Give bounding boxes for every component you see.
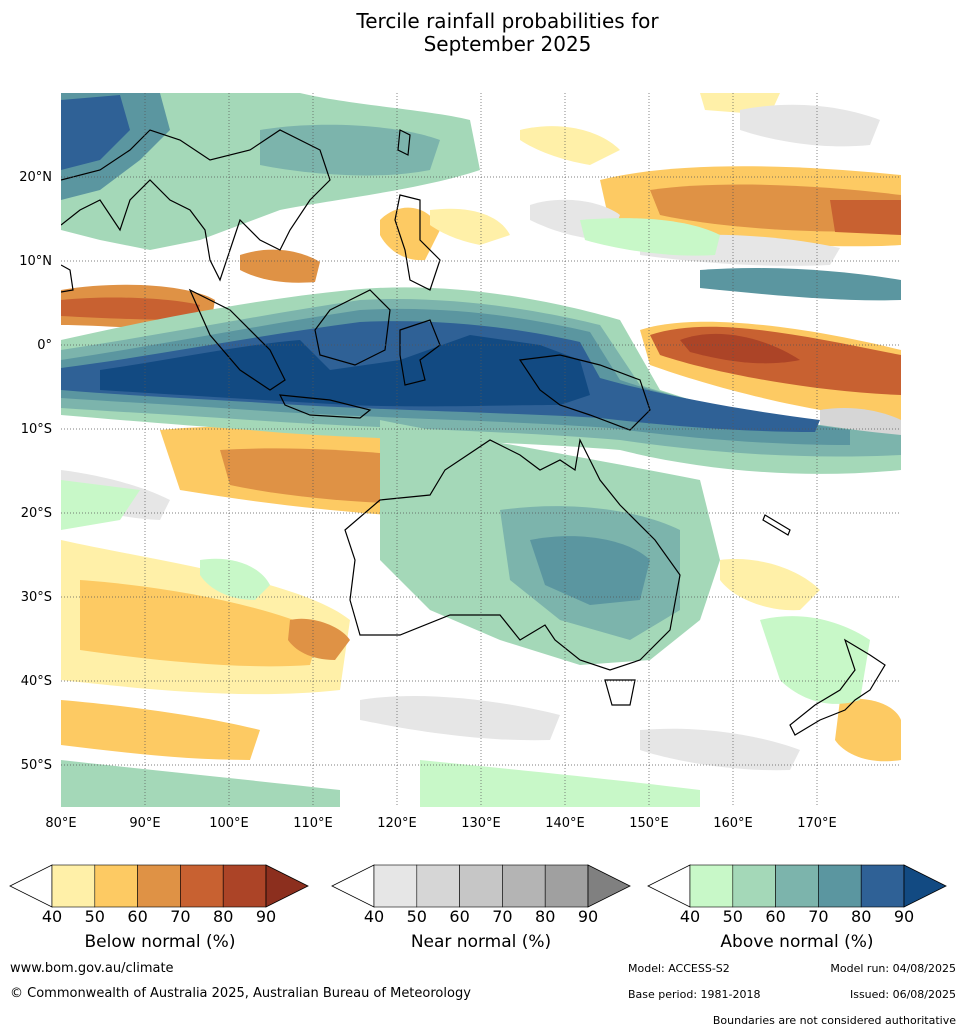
above-colorbar-segment (732, 864, 776, 908)
sumatra-outline (188, 288, 286, 391)
below-colorbar-segment (51, 864, 96, 908)
lon-label: 110°E (293, 816, 333, 831)
near-colorbar-segment (416, 864, 460, 908)
title-line-2: September 2025 (423, 32, 592, 56)
copyright-text: © Commonwealth of Australia 2025, Austra… (10, 986, 471, 1001)
above-colorbar-segment (775, 864, 819, 908)
gridlines (61, 93, 901, 807)
above-colorbar-tick: 40 (680, 907, 700, 926)
lon-label: 90°E (129, 816, 160, 831)
near-colorbar-tick: 70 (492, 907, 512, 926)
map-title: Tercile rainfall probabilities for Septe… (0, 10, 965, 56)
new-guinea-outline (518, 354, 651, 431)
near-colorbar-segment (459, 864, 503, 908)
near-colorbar-segment (373, 864, 418, 908)
java-outline (278, 394, 372, 419)
base-period-text: Base period: 1981-2018 (628, 988, 761, 1001)
lon-label: 100°E (209, 816, 249, 831)
lon-label: 140°E (545, 816, 585, 831)
lat-label: 40°S (21, 674, 52, 689)
above-colorbar-tick: 60 (765, 907, 785, 926)
below-colorbar-lower-tip (9, 864, 53, 908)
below-colorbar-tick: 60 (127, 907, 147, 926)
lon-label: 130°E (461, 816, 501, 831)
near-colorbar-tick: 90 (578, 907, 598, 926)
near-colorbar: 40 50 60 70 80 90 (331, 864, 631, 926)
coastlines (61, 129, 886, 736)
below-colorbar-upper-tip (265, 864, 309, 908)
near-colorbar-upper-tip (587, 864, 631, 908)
near-colorbar-tick: 80 (535, 907, 555, 926)
website-text: www.bom.gov.au/climate (10, 961, 174, 976)
tasmania-outline (604, 679, 636, 706)
colorbars: 40 50 60 70 80 90 40 50 60 70 80 90 40 50 60 70 80 90 (9, 864, 947, 926)
lat-label: 20°S (21, 506, 52, 521)
below-colorbar-tick: 40 (42, 907, 62, 926)
australia-outline (344, 438, 681, 671)
lon-label: 150°E (629, 816, 669, 831)
lat-label: 30°S (21, 590, 52, 605)
model-text: Model: ACCESS-S2 (628, 962, 730, 975)
model-run-text: Model run: 04/08/2025 (830, 962, 956, 975)
latitude-labels: 20°N 10°N 0° 10°S 20°S 30°S 40°S 50°S (19, 170, 52, 773)
below-colorbar-segment (94, 864, 138, 908)
lat-label: 0° (37, 338, 52, 353)
philippines-outline (394, 194, 441, 291)
above-colorbar: 40 50 60 70 80 90 (647, 864, 947, 926)
above-colorbar-segment (818, 864, 862, 908)
below-colorbar-segment (180, 864, 224, 908)
below-colorbar-segment (137, 864, 181, 908)
above-colorbar-segment (689, 864, 734, 908)
issued-text: Issued: 06/08/2025 (849, 988, 956, 1001)
lon-label: 80°E (45, 816, 76, 831)
near-colorbar-tick: 50 (407, 907, 427, 926)
lat-label: 10°N (19, 254, 52, 269)
asia-mainland-outline (61, 129, 331, 282)
lat-label: 10°S (21, 422, 52, 437)
above-colorbar-tick: 70 (808, 907, 828, 926)
lon-label: 160°E (713, 816, 753, 831)
near-normal-label: Near normal (%) (410, 932, 552, 952)
lat-label: 50°S (21, 758, 52, 773)
below-colorbar: 40 50 60 70 80 90 (9, 864, 309, 926)
below-normal-label: Below normal (%) (84, 932, 236, 952)
sri-lanka-outline (61, 264, 74, 293)
below-colorbar-segment (222, 864, 267, 908)
above-colorbar-tick: 80 (851, 907, 871, 926)
above-colorbar-upper-tip (903, 864, 947, 908)
longitude-labels: 80°E 90°E 100°E 110°E 120°E 130°E 140°E … (45, 816, 836, 831)
below-colorbar-tick: 70 (170, 907, 190, 926)
lat-label: 20°N (19, 170, 52, 185)
lon-label: 120°E (377, 816, 417, 831)
title-line-1: Tercile rainfall probabilities for (356, 9, 659, 33)
near-colorbar-lower-tip (331, 864, 375, 908)
above-colorbar-tick: 50 (723, 907, 743, 926)
above-normal-regions (61, 93, 901, 807)
near-colorbar-tick: 40 (364, 907, 384, 926)
new-caledonia-outline (762, 514, 791, 536)
map-area (61, 93, 901, 807)
above-colorbar-tick: 90 (894, 907, 914, 926)
borneo-outline (314, 289, 391, 366)
sulawesi-outline (399, 319, 441, 386)
below-colorbar-tick: 50 (85, 907, 105, 926)
below-colorbar-tick: 90 (256, 907, 276, 926)
above-colorbar-segment (860, 864, 905, 908)
near-colorbar-segment (544, 864, 589, 908)
taiwan-outline (397, 129, 411, 156)
below-colorbar-tick: 80 (213, 907, 233, 926)
lon-label: 170°E (797, 816, 837, 831)
disclaimer-text: Boundaries are not considered authoritat… (712, 1014, 956, 1027)
near-colorbar-tick: 60 (449, 907, 469, 926)
near-colorbar-segment (502, 864, 546, 908)
above-colorbar-lower-tip (647, 864, 691, 908)
new-zealand-outline (789, 638, 886, 736)
above-normal-label: Above normal (%) (720, 932, 874, 952)
